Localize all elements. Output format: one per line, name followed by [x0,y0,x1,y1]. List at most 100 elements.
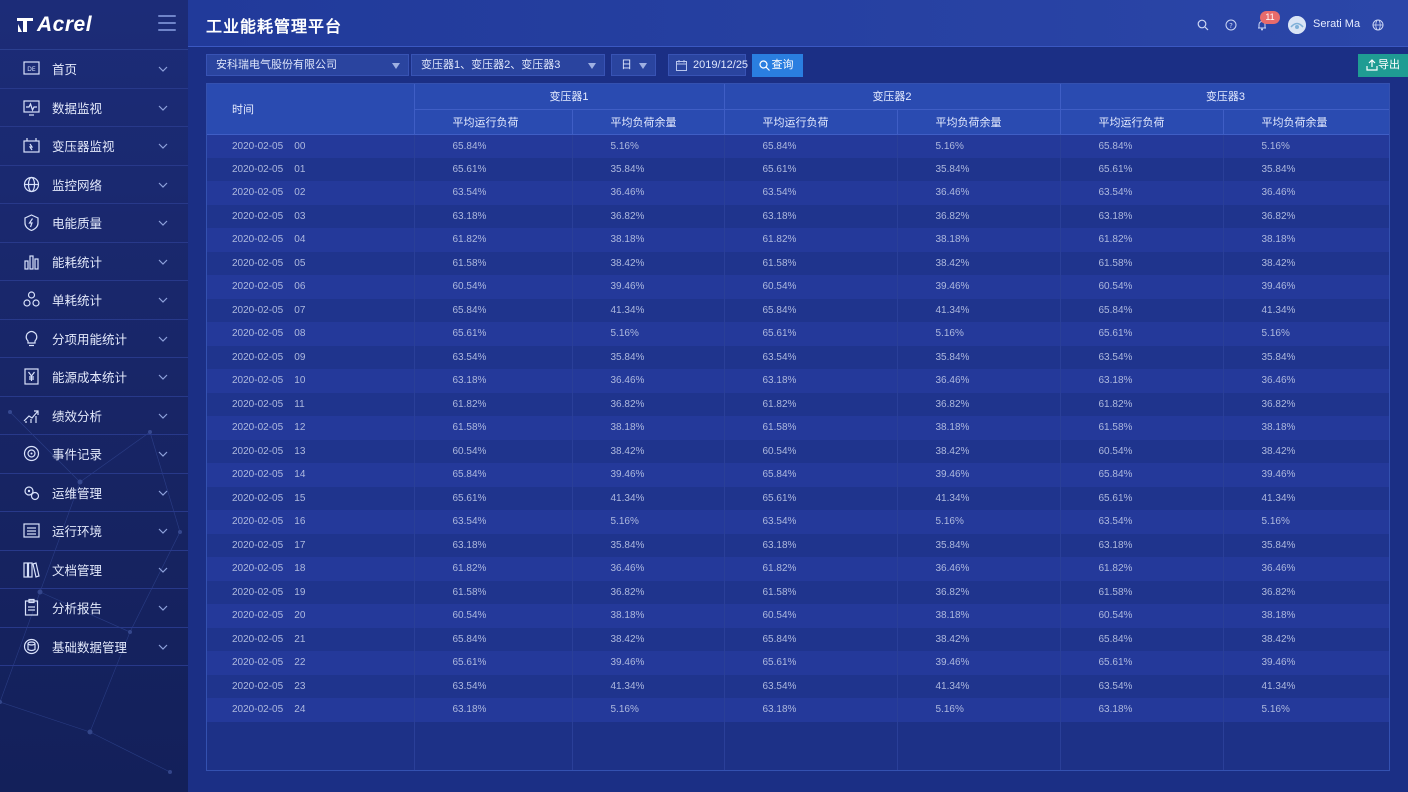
cell-avg-load: 61.58% [724,580,898,604]
cell-avg-load: 60.54% [414,439,573,463]
table-row: 2020-02-05 08 65.61% 5.16% 65.61% 5.16% 65.61… [207,322,1389,346]
cell-avg-load: 65.61% [414,322,573,346]
sidebar-item-11[interactable]: 事件记录 [0,435,188,474]
time-column-header: 时间 [207,84,415,135]
sidebar-item-4[interactable]: 监控网络 [0,166,188,204]
cell-avg-margin: 38.18% [572,228,725,252]
company-select[interactable]: 安科瑞电气股份有限公司 [206,54,409,76]
cell-time: 2020-02-05 16 [207,510,415,534]
export-button-label: 导出 [1378,59,1400,71]
date-input[interactable]: 2019/12/25 [668,54,748,76]
transformer-select-value: 变压器1、变压器2、变压器3 [421,59,561,71]
cell-avg-margin: 5.16% [572,134,725,158]
sidebar-item-8[interactable]: 分项用能统计 [0,320,188,358]
notification-badge[interactable]: 11 [1260,11,1280,24]
cell-time: 2020-02-05 21 [207,627,415,651]
cell-avg-margin: 38.18% [572,416,725,440]
cell-time: 2020-02-05 17 [207,533,415,557]
cell-avg-load: 65.61% [1060,157,1224,181]
sidebar-item-15[interactable]: 分析报告 [0,589,188,628]
cell-avg-load: 65.61% [724,322,898,346]
group-header-transformer-1: 变压器1 [414,84,725,110]
search-icon[interactable] [1197,19,1209,31]
cell-time: 2020-02-05 06 [207,275,415,299]
chevron-down-icon [588,63,596,69]
export-button[interactable]: 导出 [1358,54,1408,77]
sidebar-item-label: 能源成本统计 [52,371,128,386]
user-name[interactable]: Serati Ma [1313,18,1361,30]
target-icon [22,444,41,463]
cell-avg-load: 65.61% [1060,651,1224,675]
brand-logo[interactable]: Acrel [16,13,92,37]
cell-avg-load: 65.84% [414,627,573,651]
sidebar-item-10[interactable]: 绩效分析 [0,397,188,435]
table-row: 2020-02-05 20 60.54% 38.18% 60.54% 38.18% 60.… [207,604,1389,628]
cell-avg-load: 63.54% [1060,510,1224,534]
table-row: 2020-02-05 17 63.18% 35.84% 63.18% 35.84% 63.… [207,533,1389,557]
cell-avg-load: 61.58% [724,416,898,440]
yen-icon [22,367,41,386]
cell-avg-margin: 5.16% [1223,698,1389,722]
cell-avg-margin: 35.84% [572,157,725,181]
cell-avg-margin: 39.46% [1223,463,1389,487]
help-icon[interactable]: ? [1225,19,1237,31]
query-button-label: 查询 [771,59,794,71]
sidebar-item-2[interactable]: 数据监视 [0,89,188,127]
table-row: 2020-02-05 02 63.54% 36.46% 63.54% 36.46% 63.… [207,181,1389,205]
cell-avg-margin: 35.84% [897,157,1061,181]
sidebar-item-5[interactable]: 电能质量 [0,204,188,243]
query-button[interactable]: 查询 [752,54,803,77]
table-empty-space [207,721,1389,770]
sidebar-menu: DE 首页 数据监视 变压器监视监控网络电能质量能耗统计 单耗统计 分项用能统计能源成本统… [0,50,188,666]
cell-avg-margin: 36.46% [572,181,725,205]
table-row: 2020-02-05 04 61.82% 38.18% 61.82% 38.18% 61.… [207,228,1389,252]
sidebar-item-label: 电能质量 [52,217,103,232]
cell-avg-load: 60.54% [1060,439,1224,463]
cell-avg-load: 63.54% [414,674,573,698]
cell-avg-load: 61.82% [724,392,898,416]
chevron-down-icon [158,297,168,303]
table-row: 2020-02-05 18 61.82% 36.46% 61.82% 36.46% 61.… [207,557,1389,581]
period-select[interactable]: 日 [611,54,656,76]
cell-avg-load: 61.58% [1060,580,1224,604]
cell-avg-margin: 36.46% [1223,181,1389,205]
menu-toggle-icon[interactable] [158,15,176,33]
sidebar-item-6[interactable]: 能耗统计 [0,243,188,281]
cell-avg-load: 63.54% [724,181,898,205]
sidebar-item-label: 基础数据管理 [52,640,128,655]
sidebar-item-9[interactable]: 能源成本统计 [0,358,188,397]
top-header: 工业能耗管理平台 ? 11 Serati Ma [188,0,1408,47]
chevron-down-icon [158,528,168,534]
cell-avg-margin: 36.82% [897,580,1061,604]
sidebar-item-label: 监控网络 [52,178,103,193]
sub-header-avg-load: 平均运行负荷 [414,109,573,135]
sidebar-item-3[interactable]: 变压器监视 [0,127,188,166]
cell-time: 2020-02-05 08 [207,322,415,346]
sub-header-avg-margin: 平均负荷余量 [572,109,725,135]
cell-time: 2020-02-05 02 [207,181,415,205]
sidebar-item-7[interactable]: 单耗统计 [0,281,188,320]
language-globe-icon[interactable] [1372,19,1384,31]
transformer-select[interactable]: 变压器1、变压器2、变压器3 [411,54,605,76]
cell-avg-margin: 5.16% [897,322,1061,346]
cell-avg-margin: 38.18% [897,604,1061,628]
cell-avg-load: 65.84% [724,627,898,651]
avatar-icon [1288,16,1306,34]
cell-avg-margin: 38.42% [1223,251,1389,275]
sidebar-item-1[interactable]: DE 首页 [0,50,188,89]
cell-avg-load: 63.54% [414,345,573,369]
sidebar-item-12[interactable]: 运维管理 [0,474,188,512]
cell-avg-load: 61.58% [1060,416,1224,440]
period-select-value: 日 [621,59,632,71]
sidebar-item-13[interactable]: 运行环境 [0,512,188,551]
cell-avg-load: 61.58% [414,580,573,604]
user-avatar[interactable] [1288,16,1306,34]
sidebar-item-16[interactable]: 基础数据管理 [0,628,188,666]
list-icon [22,521,41,540]
cell-avg-margin: 38.42% [897,439,1061,463]
sidebar-item-14[interactable]: 文档管理 [0,551,188,589]
cell-avg-load: 63.18% [1060,698,1224,722]
sidebar-item-label: 绩效分析 [52,409,103,424]
cell-time: 2020-02-05 09 [207,345,415,369]
cell-avg-load: 63.54% [1060,181,1224,205]
